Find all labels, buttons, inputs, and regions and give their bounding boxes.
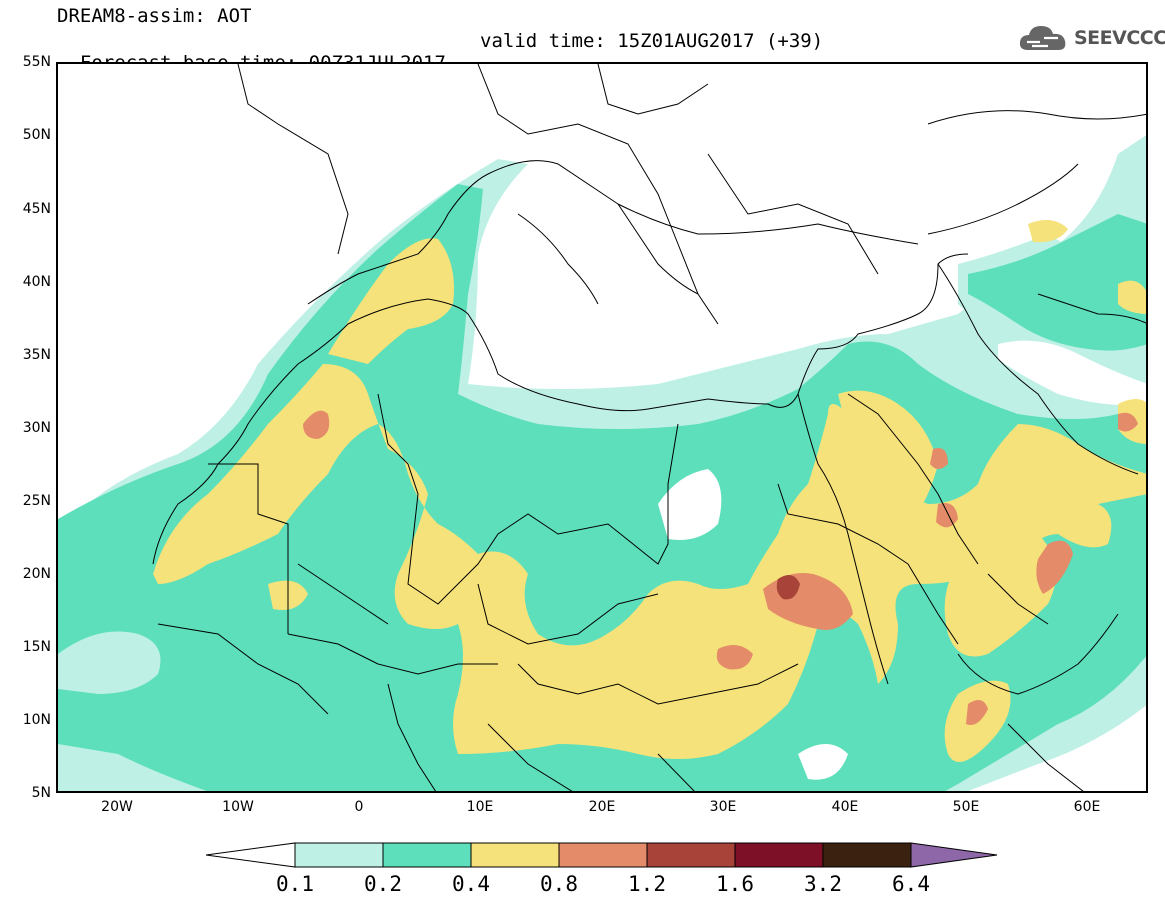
- colorbar-cell-0.2-0.4: [382, 842, 472, 868]
- colorbar-label-0.4: 0.4: [452, 872, 490, 896]
- colorbar-above-arrow: [910, 842, 998, 868]
- colorbar-label-6.4: 6.4: [892, 872, 930, 896]
- colorbar-cell-0.8-1.2: [558, 842, 648, 868]
- colorbar-cell-0.1-0.2: [294, 842, 384, 868]
- lat-label-20n: 20N: [22, 566, 51, 582]
- lat-label-40n: 40N: [22, 274, 51, 290]
- colorbar-cell-1.2-1.6: [646, 842, 736, 868]
- aot-below-0.1: [658, 340, 1146, 780]
- aot-colorbar: [206, 842, 998, 868]
- aot-band-0.4-0.8: [153, 220, 1146, 762]
- map-canvas: [58, 64, 1146, 791]
- colorbar-label-1.2: 1.2: [628, 872, 666, 896]
- valid-time-label: valid time: 15Z01AUG2017 (+39): [480, 30, 824, 52]
- lon-label-20w: 20W: [101, 799, 133, 815]
- lon-label-40e: 40E: [831, 799, 859, 815]
- logo-brand-text: SEEVCCC: [1074, 27, 1165, 49]
- colorbar-label-0.8: 0.8: [540, 872, 578, 896]
- colorbar-cell-3.2-6.4: [822, 842, 912, 868]
- colorbar-cell-0.4-0.8: [470, 842, 560, 868]
- colorbar-below-arrow: [206, 842, 296, 868]
- lat-label-45n: 45N: [22, 201, 51, 217]
- lat-label-50n: 50N: [22, 127, 51, 143]
- lat-label-30n: 30N: [22, 420, 51, 436]
- lon-label-30e: 30E: [709, 799, 737, 815]
- lat-label-55n: 55N: [22, 54, 51, 70]
- colorbar-label-0.2: 0.2: [364, 872, 402, 896]
- lat-label-15n: 15N: [22, 639, 51, 655]
- lon-label-10w: 10W: [222, 799, 254, 815]
- lat-label-10n: 10N: [22, 712, 51, 728]
- colorbar-label-1.6: 1.6: [716, 872, 754, 896]
- lon-label-20e: 20E: [588, 799, 616, 815]
- coastlines-borders: [152, 64, 1146, 791]
- lon-label-0: 0: [354, 799, 364, 815]
- lat-label-35n: 35N: [22, 347, 51, 363]
- lon-label-50e: 50E: [952, 799, 980, 815]
- aot-map: [56, 62, 1148, 793]
- aot-band-1.2-1.6: [776, 575, 800, 600]
- map-title: DREAM8-assim: AOT: [57, 5, 252, 27]
- lat-label-5n: 5N: [31, 785, 51, 801]
- colorbar-cell-1.6-3.2: [734, 842, 824, 868]
- lat-label-25n: 25N: [22, 493, 51, 509]
- lon-label-10e: 10E: [466, 799, 494, 815]
- seevccc-logo: SEEVCCC: [1018, 22, 1165, 58]
- cloud-icon: [1019, 26, 1066, 50]
- colorbar-label-0.1: 0.1: [276, 872, 314, 896]
- lon-label-60e: 60E: [1073, 799, 1101, 815]
- colorbar-label-3.2: 3.2: [804, 872, 842, 896]
